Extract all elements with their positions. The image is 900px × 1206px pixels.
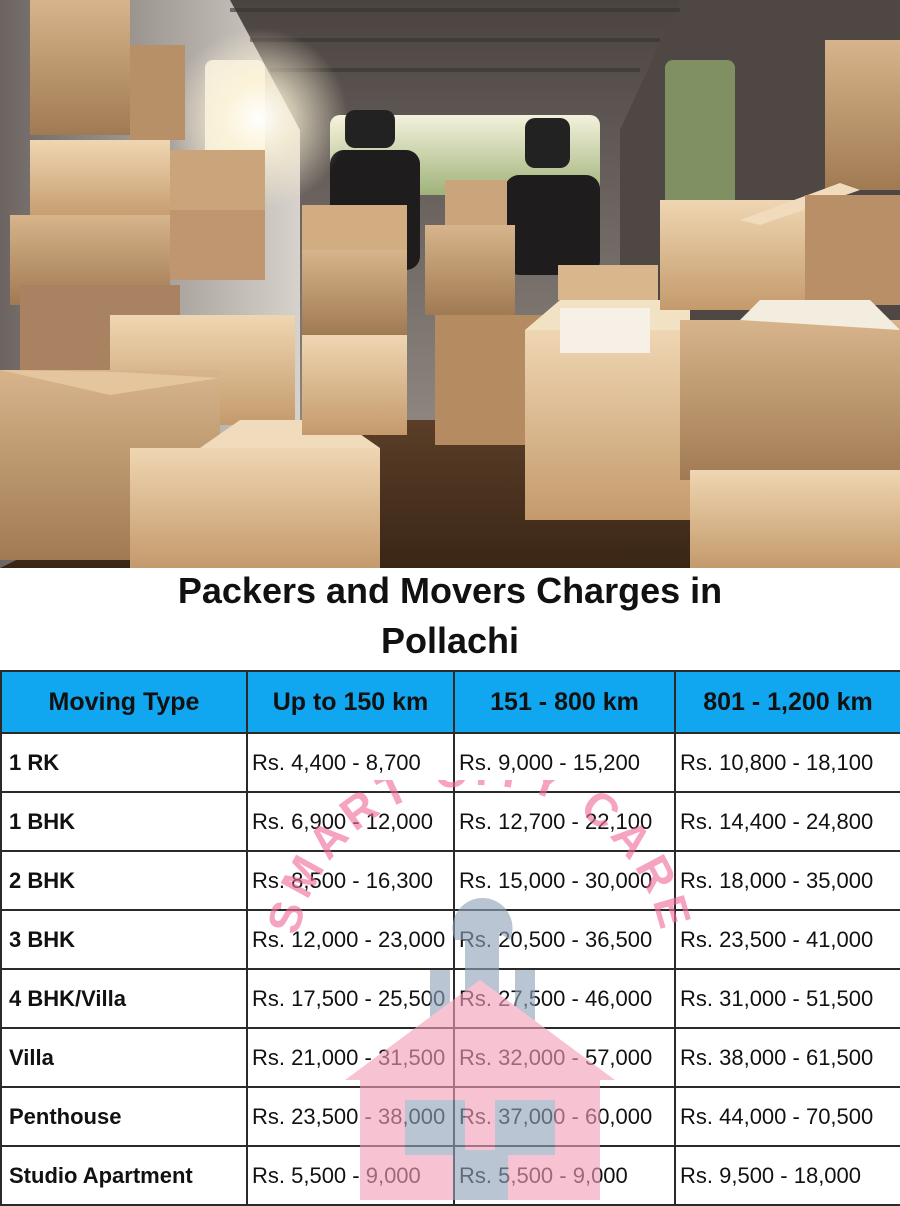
table-row: 2 BHK Rs. 8,500 - 16,300 Rs. 15,000 - 30… (0, 850, 900, 911)
header-801-1200-km: 801 - 1,200 km (674, 670, 900, 734)
charges-table: Moving Type Up to 150 km 151 - 800 km 80… (0, 670, 900, 1206)
moving-type-cell: 4 BHK/Villa (0, 968, 248, 1029)
price-cell: Rs. 32,000 - 57,000 (453, 1027, 676, 1088)
moving-type-cell: 2 BHK (0, 850, 248, 911)
price-cell: Rs. 10,800 - 18,100 (674, 732, 900, 793)
table-row: 1 RK Rs. 4,400 - 8,700 Rs. 9,000 - 15,20… (0, 732, 900, 793)
price-cell: Rs. 14,400 - 24,800 (674, 791, 900, 852)
title-line-1: Packers and Movers Charges in (177, 570, 723, 611)
price-cell: Rs. 5,500 - 9,000 (246, 1145, 455, 1206)
price-cell: Rs. 31,000 - 51,500 (674, 968, 900, 1029)
moving-boxes-photo (0, 0, 900, 568)
moving-type-cell: 1 BHK (0, 791, 248, 852)
table-row: Penthouse Rs. 23,500 - 38,000 Rs. 37,000… (0, 1086, 900, 1147)
table-row: 3 BHK Rs. 12,000 - 23,000 Rs. 20,500 - 3… (0, 909, 900, 970)
price-cell: Rs. 6,900 - 12,000 (246, 791, 455, 852)
table-row: Villa Rs. 21,000 - 31,500 Rs. 32,000 - 5… (0, 1027, 900, 1088)
price-cell: Rs. 37,000 - 60,000 (453, 1086, 676, 1147)
moving-type-cell: Villa (0, 1027, 248, 1088)
table-row: 1 BHK Rs. 6,900 - 12,000 Rs. 12,700 - 22… (0, 791, 900, 852)
price-cell: Rs. 18,000 - 35,000 (674, 850, 900, 911)
price-cell: Rs. 38,000 - 61,500 (674, 1027, 900, 1088)
price-cell: Rs. 23,500 - 41,000 (674, 909, 900, 970)
header-151-800-km: 151 - 800 km (453, 670, 676, 734)
price-cell: Rs. 44,000 - 70,500 (674, 1086, 900, 1147)
price-cell: Rs. 8,500 - 16,300 (246, 850, 455, 911)
moving-type-cell: 1 RK (0, 732, 248, 793)
price-cell: Rs. 9,500 - 18,000 (674, 1145, 900, 1206)
table-row: Studio Apartment Rs. 5,500 - 9,000 Rs. 5… (0, 1145, 900, 1206)
price-cell: Rs. 5,500 - 9,000 (453, 1145, 676, 1206)
moving-type-cell: 3 BHK (0, 909, 248, 970)
table-row: 4 BHK/Villa Rs. 17,500 - 25,500 Rs. 27,5… (0, 968, 900, 1029)
page-title: Packers and Movers Charges in Pollachi (0, 566, 900, 666)
price-cell: Rs. 20,500 - 36,500 (453, 909, 676, 970)
moving-type-cell: Studio Apartment (0, 1145, 248, 1206)
price-cell: Rs. 23,500 - 38,000 (246, 1086, 455, 1147)
price-cell: Rs. 12,700 - 22,100 (453, 791, 676, 852)
header-moving-type: Moving Type (0, 670, 248, 734)
price-cell: Rs. 9,000 - 15,200 (453, 732, 676, 793)
price-cell: Rs. 27,500 - 46,000 (453, 968, 676, 1029)
price-cell: Rs. 4,400 - 8,700 (246, 732, 455, 793)
price-cell: Rs. 21,000 - 31,500 (246, 1027, 455, 1088)
title-line-2: Pollachi (380, 620, 520, 661)
table-header-row: Moving Type Up to 150 km 151 - 800 km 80… (0, 670, 900, 734)
price-cell: Rs. 12,000 - 23,000 (246, 909, 455, 970)
price-cell: Rs. 15,000 - 30,000 (453, 850, 676, 911)
price-cell: Rs. 17,500 - 25,500 (246, 968, 455, 1029)
moving-type-cell: Penthouse (0, 1086, 248, 1147)
header-up-to-150-km: Up to 150 km (246, 670, 455, 734)
